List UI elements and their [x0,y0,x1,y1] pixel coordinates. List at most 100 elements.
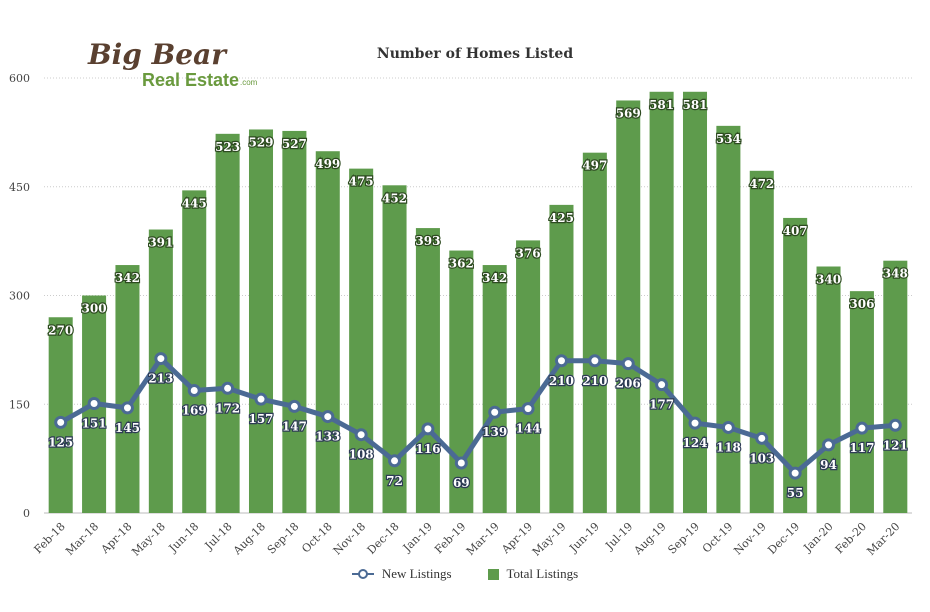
x-tick-label: Feb-20 [833,520,869,556]
bar [415,228,440,513]
x-tick-label: Mar-19 [464,520,502,558]
bar [282,130,307,514]
line-value-label: 172 [215,401,240,415]
line-point [855,421,869,435]
line-value-label: 103 [749,451,774,465]
line-point [755,431,769,445]
line-point [621,357,635,371]
x-tick-label: Oct-18 [299,520,335,556]
line-value-label: 133 [315,430,340,444]
line-value-label: 72 [386,474,403,488]
logo-suffix: .com [240,78,258,87]
bar [248,129,274,513]
bar-value-label: 393 [415,234,440,248]
bar-value-label: 340 [816,273,841,287]
bar-value-label: 342 [482,271,507,285]
x-tick-label: May-18 [129,520,168,559]
bar-value-label: 497 [582,159,607,173]
line-point [154,352,168,366]
line-value-label: 118 [716,440,741,454]
y-tick-label: 300 [9,290,30,303]
bar-value-label: 569 [616,106,641,120]
bar-value-label: 529 [248,135,273,149]
line-point [588,354,602,368]
bar-value-label: 391 [148,236,173,250]
legend-label-new-listings: New Listings [381,566,452,581]
bar [616,100,641,513]
line-value-label: 210 [582,374,607,388]
bar-value-label: 306 [849,297,874,311]
line-point [788,466,802,480]
bar [682,91,708,514]
line-value-label: 147 [282,419,307,433]
line-value-label: 151 [82,417,107,431]
x-tick-label: Feb-18 [32,520,68,556]
bar-value-label: 425 [549,211,574,225]
line-point [54,415,68,429]
x-tick-label: Aug-19 [631,520,669,558]
line-point [287,399,301,413]
bar-value-label: 348 [883,267,908,281]
line-point [354,428,368,442]
x-tick-label: Nov-19 [731,520,769,558]
line-value-label: 157 [248,412,273,426]
line-value-label: 177 [649,398,674,412]
bar-value-label: 407 [783,224,808,238]
bar-value-label: 475 [349,175,374,189]
x-tick-label: Aug-18 [230,520,268,558]
line-value-label: 124 [682,436,707,450]
bar-value-label: 452 [382,191,407,205]
x-tick-label: Sep-18 [265,520,302,557]
bar-value-label: 342 [115,271,140,285]
x-tick-label: Apr-19 [498,520,535,557]
y-tick-label: 600 [9,72,30,85]
x-tick-label: Mar-18 [63,520,101,558]
line-value-label: 206 [616,377,641,391]
line-value-label: 210 [549,374,574,388]
x-tick-label: Jan-20 [800,520,835,555]
line-point [688,416,702,430]
line-point [655,378,669,392]
line-point [388,454,402,468]
bar-value-label: 534 [716,132,741,146]
legend-item-total-listings[interactable]: Total Listings [487,566,578,582]
bar [449,250,474,514]
bar-value-label: 445 [182,196,207,210]
x-tick-label: Dec-18 [365,520,402,557]
legend-item-new-listings[interactable]: New Listings [351,566,452,582]
x-tick-label: Apr-18 [98,520,135,557]
line-value-label: 69 [453,476,470,490]
bar [749,170,774,514]
line-point [554,354,568,368]
logo-line2: Real Estate [142,70,239,90]
bar-value-label: 581 [682,98,707,112]
x-tick-label: Mar-20 [864,520,902,558]
bar [716,125,741,513]
chart-title: Number of Homes Listed [376,46,574,62]
bar [582,152,607,514]
bar-value-label: 376 [516,246,541,260]
line-value-label: 145 [115,421,140,435]
line-point [822,438,836,452]
line-value-label: 139 [482,425,507,439]
bar [182,190,207,513]
bar [215,133,240,513]
line-point [488,405,502,419]
x-tick-label: Nov-18 [331,520,369,558]
x-tick-label: Sep-19 [665,520,702,557]
bar-value-label: 527 [282,137,307,151]
bar-value-label: 270 [48,323,73,337]
line-value-label: 125 [48,435,73,449]
legend-bar-marker [487,568,499,580]
line-value-label: 108 [349,448,374,462]
big-bear-logo: Big Bear Real Estate .com [87,38,258,90]
line-point [120,401,134,415]
bar [349,168,374,513]
line-point [421,422,435,436]
x-tick-label: Jun-18 [166,520,202,556]
line-point [721,420,735,434]
line-value-label: 55 [787,486,804,500]
bar-value-label: 300 [82,302,107,316]
line-value-label: 116 [415,442,440,456]
